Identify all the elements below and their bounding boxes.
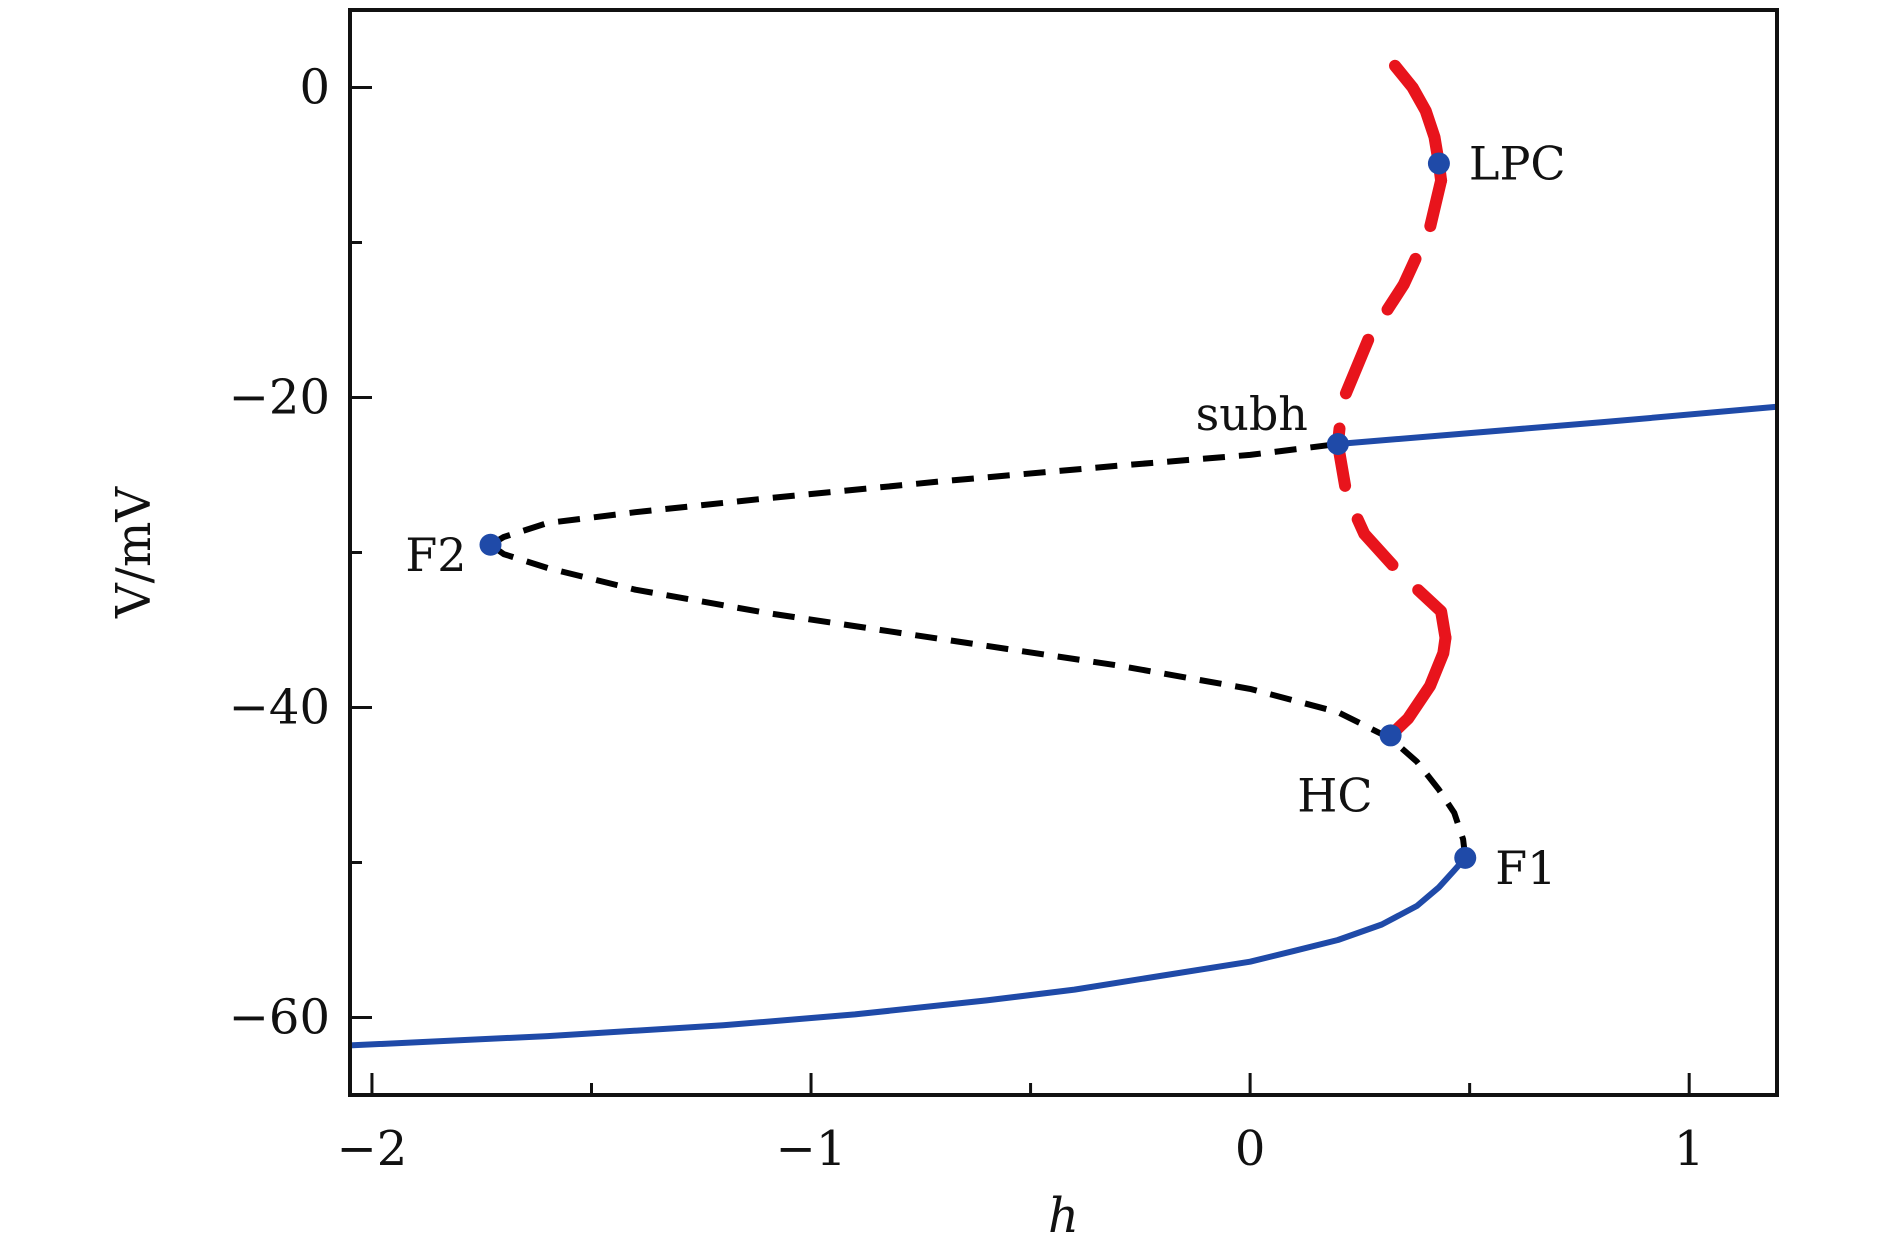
point-label-f2: F2 bbox=[405, 528, 466, 582]
series-curve-5 bbox=[1384, 631, 1452, 742]
series-curve-2 bbox=[488, 542, 1469, 859]
x-tick-label: −2 bbox=[337, 1121, 408, 1177]
x-tick-label: 1 bbox=[1674, 1121, 1705, 1177]
point-label-lpc: LPC bbox=[1469, 136, 1566, 190]
point-hc bbox=[1379, 724, 1402, 747]
point-f1 bbox=[1454, 846, 1477, 869]
x-axis-label: h bbox=[1048, 1188, 1079, 1244]
x-tick-label: 0 bbox=[1235, 1121, 1266, 1177]
point-lpc bbox=[1427, 152, 1450, 175]
series-curve-4 bbox=[1337, 403, 1777, 447]
x-tick-label: −1 bbox=[776, 1121, 847, 1177]
series-curve-3 bbox=[488, 441, 1339, 548]
point-label-hc: HC bbox=[1297, 768, 1372, 822]
y-tick-label: −40 bbox=[229, 680, 330, 736]
y-tick-label: −60 bbox=[229, 990, 330, 1046]
series-curve-1 bbox=[350, 855, 1468, 1049]
ticks-layer: −2 −1 0 1 0 −20 −40 −60 bbox=[229, 60, 1705, 1178]
y-tick-label: 0 bbox=[299, 60, 330, 116]
curves-layer bbox=[350, 59, 1777, 1049]
point-f2 bbox=[479, 533, 502, 556]
points-layer: LPC subh F2 HC F1 bbox=[405, 136, 1565, 894]
y-tick-label: −20 bbox=[229, 370, 330, 426]
point-label-subh: subh bbox=[1196, 387, 1308, 441]
series-curve-6 bbox=[1331, 174, 1452, 644]
point-label-f1: F1 bbox=[1495, 841, 1556, 895]
y-axis-label: V/mV bbox=[106, 486, 162, 619]
point-subh bbox=[1326, 433, 1349, 455]
plot-frame bbox=[348, 8, 1779, 1097]
